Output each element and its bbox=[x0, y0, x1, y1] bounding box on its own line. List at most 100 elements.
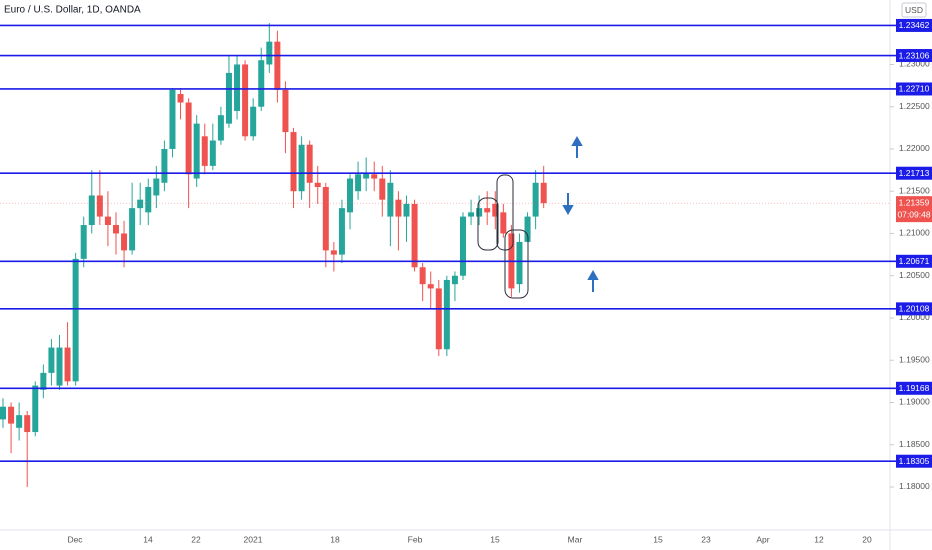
candle-body bbox=[411, 203, 418, 268]
x-tick-label: Feb bbox=[408, 534, 423, 544]
level-label: 1.23106 bbox=[899, 50, 930, 60]
candle-body bbox=[209, 140, 216, 166]
x-tick-label: Dec bbox=[67, 534, 83, 544]
candle-body bbox=[282, 89, 289, 133]
annotations bbox=[477, 174, 529, 299]
candle-body bbox=[540, 182, 547, 204]
candle-body bbox=[32, 385, 39, 433]
candle-body bbox=[48, 347, 55, 373]
level-label: 1.21713 bbox=[899, 168, 930, 178]
candle-body bbox=[145, 187, 152, 213]
level-label: 1.20108 bbox=[899, 304, 930, 314]
level-label-box bbox=[896, 166, 932, 180]
candle-body bbox=[112, 225, 119, 234]
candle-body bbox=[395, 199, 402, 217]
x-tick-label: 20 bbox=[862, 534, 872, 544]
candle-body bbox=[427, 284, 434, 289]
level-label-box bbox=[896, 454, 932, 468]
bracket bbox=[504, 229, 529, 299]
candle-body bbox=[347, 178, 354, 213]
bracket bbox=[477, 197, 499, 251]
candle-body bbox=[64, 347, 71, 382]
x-tick-label: Mar bbox=[568, 534, 583, 544]
x-tick-label: 15 bbox=[653, 534, 663, 544]
candle-body bbox=[185, 102, 192, 175]
level-label-box bbox=[896, 381, 932, 395]
candle-body bbox=[355, 174, 362, 192]
level-label-box bbox=[896, 18, 932, 32]
candle-body bbox=[217, 115, 224, 141]
candle-body bbox=[484, 208, 491, 213]
candle-body bbox=[201, 136, 208, 166]
y-axis: 1.18000 1.18500 1.19000 1.19500 1.20000 1.205… bbox=[890, 59, 930, 491]
x-tick-label: Apr bbox=[756, 534, 769, 544]
candles bbox=[0, 23, 547, 487]
candle-body bbox=[379, 178, 386, 200]
x-axis: Dec 14 22 2021 18 Feb 15 Mar 15 23 Apr 12 20 bbox=[67, 534, 872, 544]
level-label: 1.18305 bbox=[899, 456, 930, 466]
chart-title: Euro / U.S. Dollar, 1D, OANDA bbox=[4, 5, 141, 16]
candle-body bbox=[40, 372, 47, 390]
candle-body bbox=[153, 178, 160, 196]
candle-body bbox=[330, 250, 337, 255]
candle-body bbox=[137, 199, 144, 209]
candle-body bbox=[266, 41, 273, 65]
level-label: 1.19168 bbox=[899, 383, 930, 393]
candle-body bbox=[459, 216, 466, 276]
last-price-box bbox=[896, 196, 932, 223]
candle-body bbox=[443, 279, 450, 350]
y-tick-label: 1.22500 bbox=[899, 101, 930, 111]
candle-body bbox=[338, 208, 345, 255]
candle-body bbox=[72, 258, 79, 382]
arrow-head bbox=[562, 205, 574, 216]
candle-body bbox=[476, 208, 483, 217]
candle-body bbox=[468, 212, 475, 217]
candle-body bbox=[492, 203, 499, 217]
y-tick-label: 1.22000 bbox=[899, 143, 930, 153]
countdown: 07:09:48 bbox=[897, 209, 930, 219]
y-tick-label: 1.21500 bbox=[899, 185, 930, 195]
candle-body bbox=[0, 406, 6, 420]
candle-body bbox=[524, 216, 531, 242]
y-tick-label: 1.18000 bbox=[899, 481, 930, 491]
candle-body bbox=[516, 241, 523, 285]
candle-body bbox=[16, 415, 23, 428]
currency-box[interactable] bbox=[901, 2, 927, 18]
candle-body bbox=[169, 89, 176, 149]
level-label: 1.23462 bbox=[899, 20, 930, 30]
x-tick-label: 12 bbox=[814, 534, 824, 544]
level-label-box bbox=[896, 302, 932, 316]
levels: 1.23462 1.23106 1.22710 1.21713 1.20671 1.201… bbox=[0, 18, 932, 468]
level-label: 1.20671 bbox=[899, 256, 930, 266]
candle-body bbox=[451, 275, 458, 285]
x-tick-label: 2021 bbox=[244, 534, 263, 544]
y-tick-label: 1.19000 bbox=[899, 397, 930, 407]
currency[interactable]: USD bbox=[905, 5, 923, 15]
candle-body bbox=[250, 106, 257, 137]
arrow-head bbox=[587, 269, 599, 280]
candle-body bbox=[435, 288, 442, 350]
x-tick-label: 18 bbox=[330, 534, 340, 544]
candle-body bbox=[258, 60, 265, 107]
candle-body bbox=[24, 415, 31, 433]
candle-body bbox=[274, 41, 281, 90]
candle-body bbox=[387, 182, 394, 217]
level-label-box bbox=[896, 49, 932, 63]
candle-body bbox=[234, 64, 241, 111]
arrows bbox=[562, 135, 599, 292]
x-tick-label: 22 bbox=[191, 534, 201, 544]
x-tick-label: 14 bbox=[143, 534, 153, 544]
candle-body bbox=[306, 144, 313, 183]
arrow-head bbox=[571, 135, 583, 146]
last-price-label: 1.21359 bbox=[899, 197, 930, 207]
candle-body bbox=[290, 132, 297, 192]
candle-body bbox=[500, 212, 507, 234]
candle-body bbox=[403, 203, 410, 217]
y-tick-label: 1.20000 bbox=[899, 312, 930, 322]
candle-body bbox=[96, 195, 103, 217]
y-tick-label: 1.21000 bbox=[899, 228, 930, 238]
y-tick-label: 1.19500 bbox=[899, 354, 930, 364]
x-tick-label: 23 bbox=[701, 534, 711, 544]
candle-body bbox=[121, 233, 128, 251]
